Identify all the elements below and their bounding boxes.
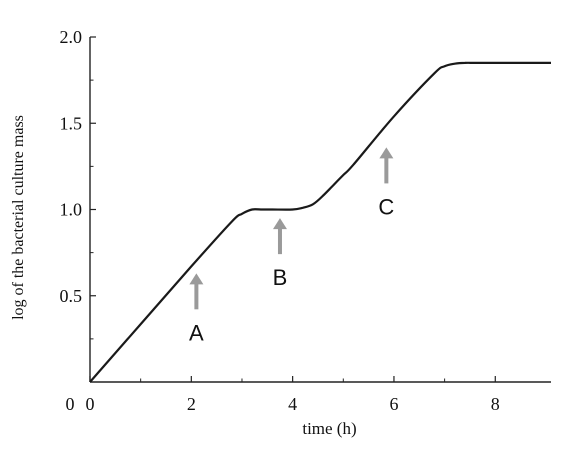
x-tick-label: 8 [491, 394, 500, 414]
growth-curve-line [89, 61, 551, 383]
y-tick-label: 0.5 [60, 286, 83, 306]
annotation-a: A [189, 273, 204, 345]
annotation-arrow-head [272, 218, 287, 230]
x-tick-label: 2 [187, 394, 196, 414]
y-tick-label: 2.0 [60, 27, 83, 47]
x-tick-label: 0 [86, 394, 95, 414]
x-tick-label: 4 [288, 394, 297, 414]
y-tick-label: 1.5 [60, 113, 83, 133]
annotation-label: B [273, 265, 288, 290]
y-tick-label: 1.0 [60, 200, 83, 220]
y-origin-label: 0 [66, 394, 75, 414]
annotation-b: B [272, 218, 288, 290]
annotation-arrow-head [189, 273, 204, 285]
series-layer [89, 61, 551, 383]
annotation-label: A [189, 320, 204, 345]
annotation-label: C [378, 194, 394, 219]
axes: 0 2 4 6 8 0.5 1.0 1.5 2.0 0 [60, 27, 551, 414]
x-tick-label: 6 [389, 394, 398, 414]
y-axis-title: log of the bacterial culture mass [10, 115, 27, 320]
annotation-arrow-head [379, 147, 394, 159]
annotations: A B C [189, 147, 394, 345]
annotation-c: C [378, 147, 394, 219]
x-axis-title: time (h) [302, 419, 356, 438]
